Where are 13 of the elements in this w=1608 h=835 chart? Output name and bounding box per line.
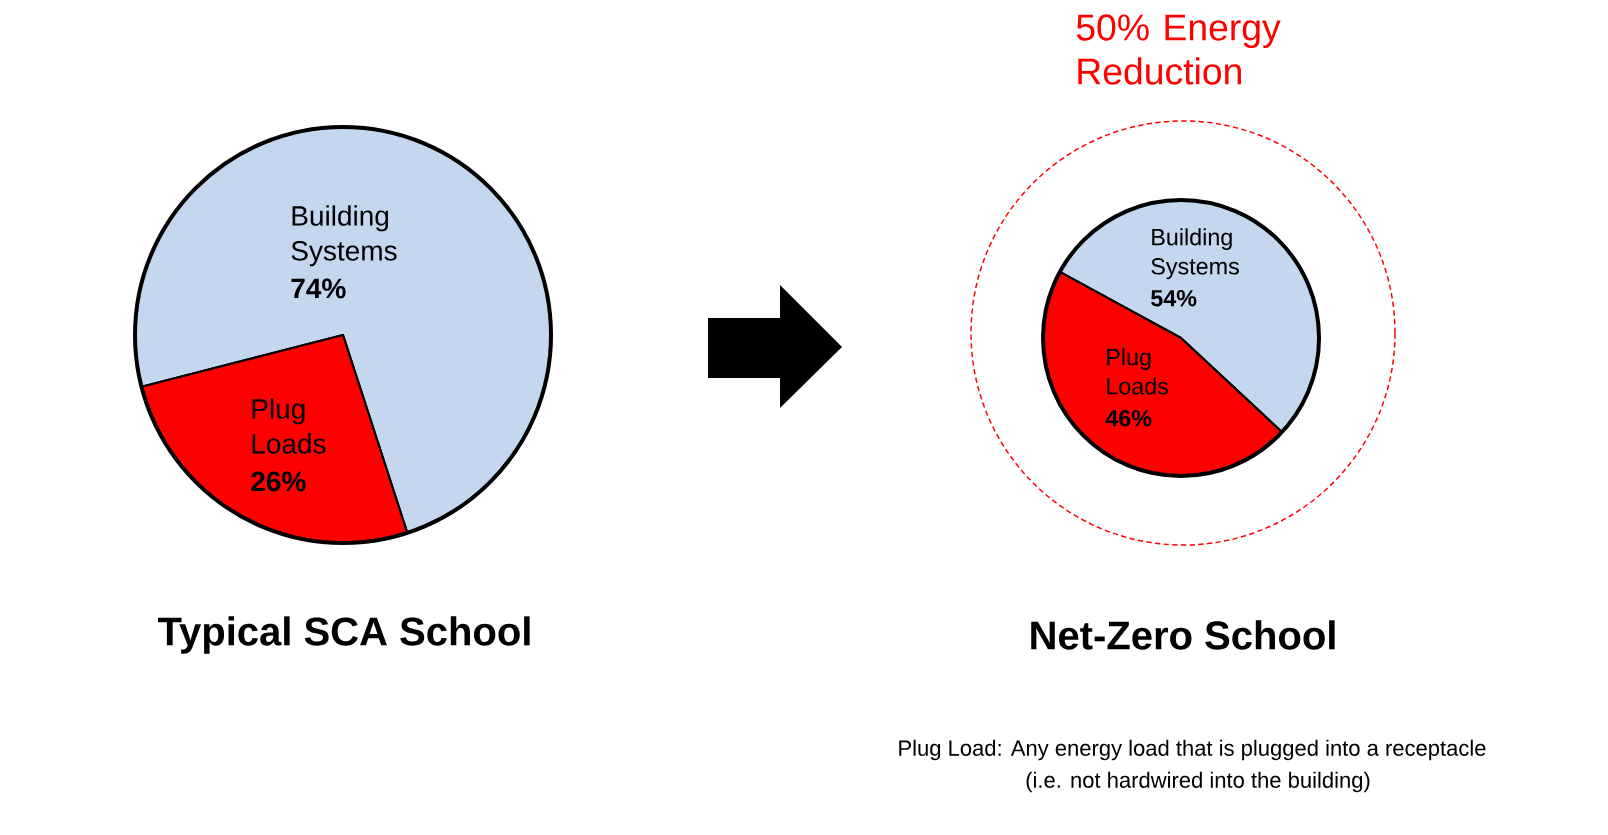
text: 50% Energy Reduction [1076,14,1281,85]
text: Plug Load: Any energy load that is plugged into a receptacle [899,739,1486,761]
text: Net-Zero School [1031,620,1335,650]
slice-label: Plug Loads [1107,348,1169,395]
data-label: 54% [1151,289,1197,307]
data-label: 26% [251,471,306,492]
text: Typical SCA School [158,616,530,654]
slice-label: Plug Loads [252,398,326,454]
data-label: 46% [1105,409,1152,427]
slice-label: Building Systems [1151,228,1239,280]
text: (i.e. not hardwired into the building) [1026,771,1370,793]
slice-label: Building Systems [291,205,397,267]
data-label: 74% [291,278,346,299]
